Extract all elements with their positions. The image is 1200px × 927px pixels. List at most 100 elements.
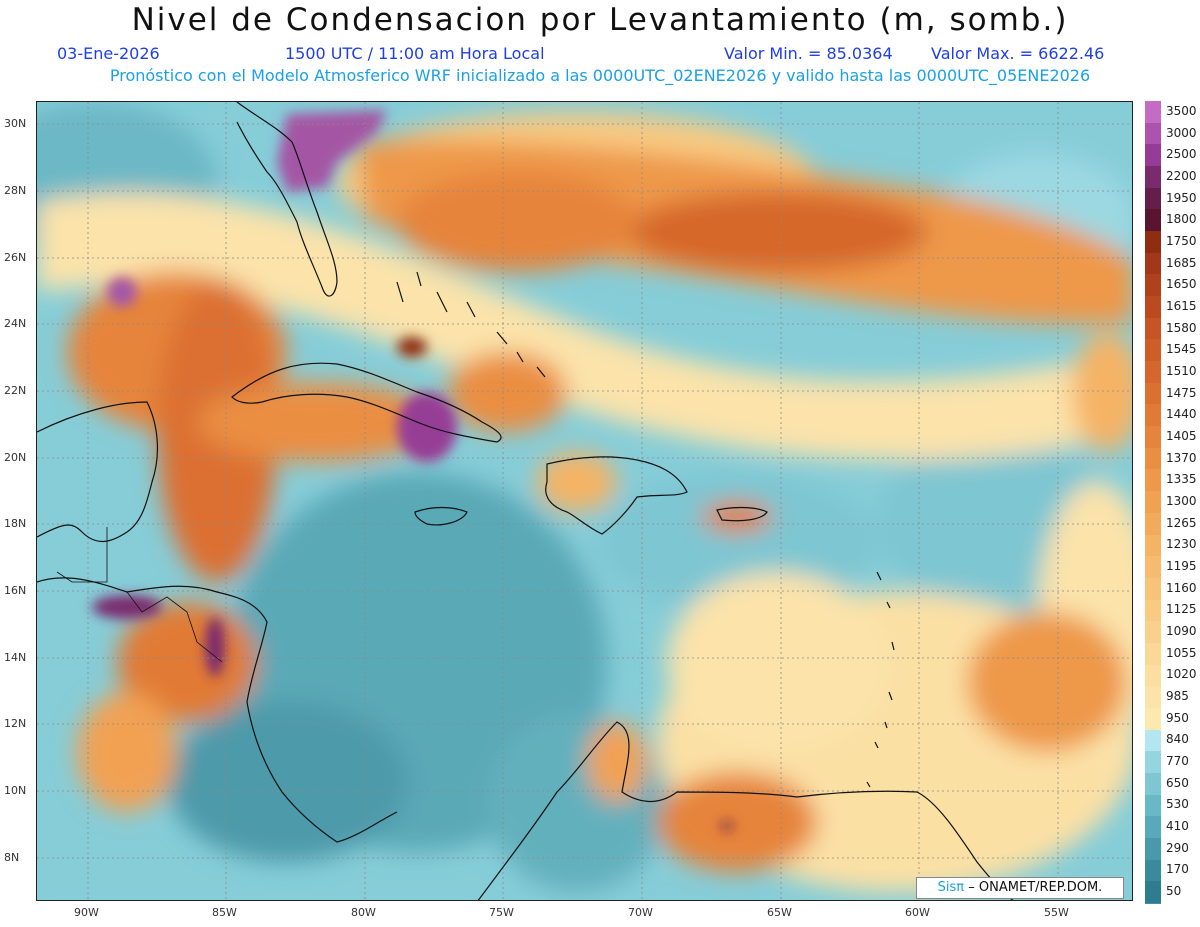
colorbar-swatch xyxy=(1145,339,1161,363)
colorbar-label: 650 xyxy=(1166,775,1189,790)
colorbar-swatch xyxy=(1145,556,1161,579)
min-value: Valor Min. = 85.0364 xyxy=(724,44,893,63)
colorbar-swatch xyxy=(1145,707,1161,731)
colorbar-swatch xyxy=(1145,274,1161,298)
field-florida-max xyxy=(277,110,387,192)
colorbar-swatch xyxy=(1145,122,1161,146)
jamaica-coast xyxy=(414,506,468,526)
colorbar-label: 1510 xyxy=(1166,363,1197,378)
south-america-coast xyxy=(477,721,1014,900)
graticule xyxy=(37,102,1132,900)
yucatan-coast xyxy=(37,401,159,542)
colorbar-swatch xyxy=(1145,382,1161,406)
lat-label: 26N xyxy=(4,251,27,264)
lat-label: 22N xyxy=(4,384,27,397)
colorbar-label: 1475 xyxy=(1166,385,1197,400)
credit-org: – ONAMET/REP.DOM. xyxy=(968,880,1103,895)
colorbar-label: 1750 xyxy=(1166,233,1197,248)
colorbar-label: 1405 xyxy=(1166,428,1197,443)
colorbar-swatch xyxy=(1145,404,1161,428)
colorbar-swatch xyxy=(1145,166,1161,189)
coastlines xyxy=(37,102,1014,900)
colorbar-label: 3000 xyxy=(1166,125,1197,140)
colorbar-label: 3500 xyxy=(1166,103,1197,118)
colorbar-label: 1020 xyxy=(1166,667,1197,682)
colorbar-swatch xyxy=(1145,881,1161,904)
colorbar-swatch xyxy=(1145,621,1161,644)
colorbar-swatch xyxy=(1145,664,1161,688)
puerto-rico-coast xyxy=(716,506,768,522)
lon-label: 60W xyxy=(905,906,930,919)
colorbar-label: 50 xyxy=(1166,884,1182,899)
colorbar-label: 1440 xyxy=(1166,407,1197,422)
lat-label: 16N xyxy=(4,584,27,597)
bahamas-coast xyxy=(396,271,546,378)
colorbar-swatch xyxy=(1145,296,1161,319)
lat-label: 24N xyxy=(4,317,27,330)
colorbar-swatch xyxy=(1145,426,1161,449)
lon-label: 75W xyxy=(489,906,514,919)
colorbar-label: 1195 xyxy=(1166,559,1197,574)
colorbar-swatch xyxy=(1145,686,1161,709)
credit-box: Sisπ – ONAMET/REP.DOM. xyxy=(916,877,1124,899)
lat-label: 10N xyxy=(4,784,27,797)
colorbar-swatch xyxy=(1145,534,1161,558)
colorbar-swatch xyxy=(1145,252,1161,276)
lon-label: 55W xyxy=(1044,906,1069,919)
colorbar-label: 1950 xyxy=(1166,190,1197,205)
colorbar-label: 1160 xyxy=(1166,580,1197,595)
max-value: Valor Max. = 6622.46 xyxy=(931,44,1105,63)
colorbar-label: 1370 xyxy=(1166,450,1197,465)
cuba-coast xyxy=(231,362,502,443)
colorbar-label: 1580 xyxy=(1166,320,1197,335)
colorbar-label: 1685 xyxy=(1166,255,1197,270)
forecast-date: 03-Ene-2026 xyxy=(57,44,160,63)
colorbar-label: 290 xyxy=(1166,840,1189,855)
colorbar-label: 985 xyxy=(1166,689,1189,704)
colorbar-label: 1265 xyxy=(1166,515,1197,530)
lat-label: 14N xyxy=(4,651,27,664)
colorbar-label: 530 xyxy=(1166,797,1189,812)
colorbar-label: 1545 xyxy=(1166,342,1197,357)
florida-coast xyxy=(236,102,338,297)
colorbar-swatch xyxy=(1145,447,1161,471)
colorbar-label: 1300 xyxy=(1166,494,1197,508)
colorbar-swatch xyxy=(1145,101,1161,124)
colorbar-label: 1125 xyxy=(1166,602,1197,617)
lat-label: 12N xyxy=(4,717,27,730)
colorbar-swatch xyxy=(1145,599,1161,623)
colorbar-label: 1335 xyxy=(1166,472,1197,487)
lesser-antilles-coast xyxy=(866,571,895,788)
colorbar-swatch xyxy=(1145,469,1161,493)
colorbar-swatch xyxy=(1145,512,1161,536)
colorbar-swatch xyxy=(1145,816,1161,839)
colorbar-label: 770 xyxy=(1166,754,1189,769)
colorbar-swatch xyxy=(1145,837,1161,861)
colorbar-swatch xyxy=(1145,772,1161,796)
colorbar-swatch xyxy=(1145,209,1161,233)
lon-label: 90W xyxy=(74,906,99,919)
model-info: Pronóstico con el Modelo Atmosferico WRF… xyxy=(109,66,1091,85)
colorbar-swatch xyxy=(1145,317,1161,341)
colorbar-swatch xyxy=(1145,491,1161,514)
colorbar-swatch xyxy=(1145,729,1161,753)
colorbar-label: 950 xyxy=(1166,710,1189,725)
colorbar-label: 2500 xyxy=(1166,147,1197,162)
colorbar-swatch xyxy=(1145,231,1161,254)
lat-label: 20N xyxy=(4,451,27,464)
colorbar-swatch xyxy=(1145,642,1161,666)
colorbar-label: 1055 xyxy=(1166,645,1197,660)
forecast-time: 1500 UTC / 11:00 am Hora Local xyxy=(285,44,545,63)
colorbar-label: 1090 xyxy=(1166,624,1197,639)
colorbar-label: 1650 xyxy=(1166,277,1197,292)
colorbar-swatch xyxy=(1145,794,1161,818)
colorbar-swatch xyxy=(1145,187,1161,211)
lat-label: 18N xyxy=(4,517,27,530)
colorbar-label: 410 xyxy=(1166,819,1189,834)
colorbar-label: 1230 xyxy=(1166,537,1197,552)
central-america-coast xyxy=(37,577,398,843)
colorbar-label: 1800 xyxy=(1166,212,1197,227)
colorbar-swatch xyxy=(1145,751,1161,774)
colorbar-label: 1615 xyxy=(1166,298,1197,313)
lon-label: 85W xyxy=(212,906,237,919)
